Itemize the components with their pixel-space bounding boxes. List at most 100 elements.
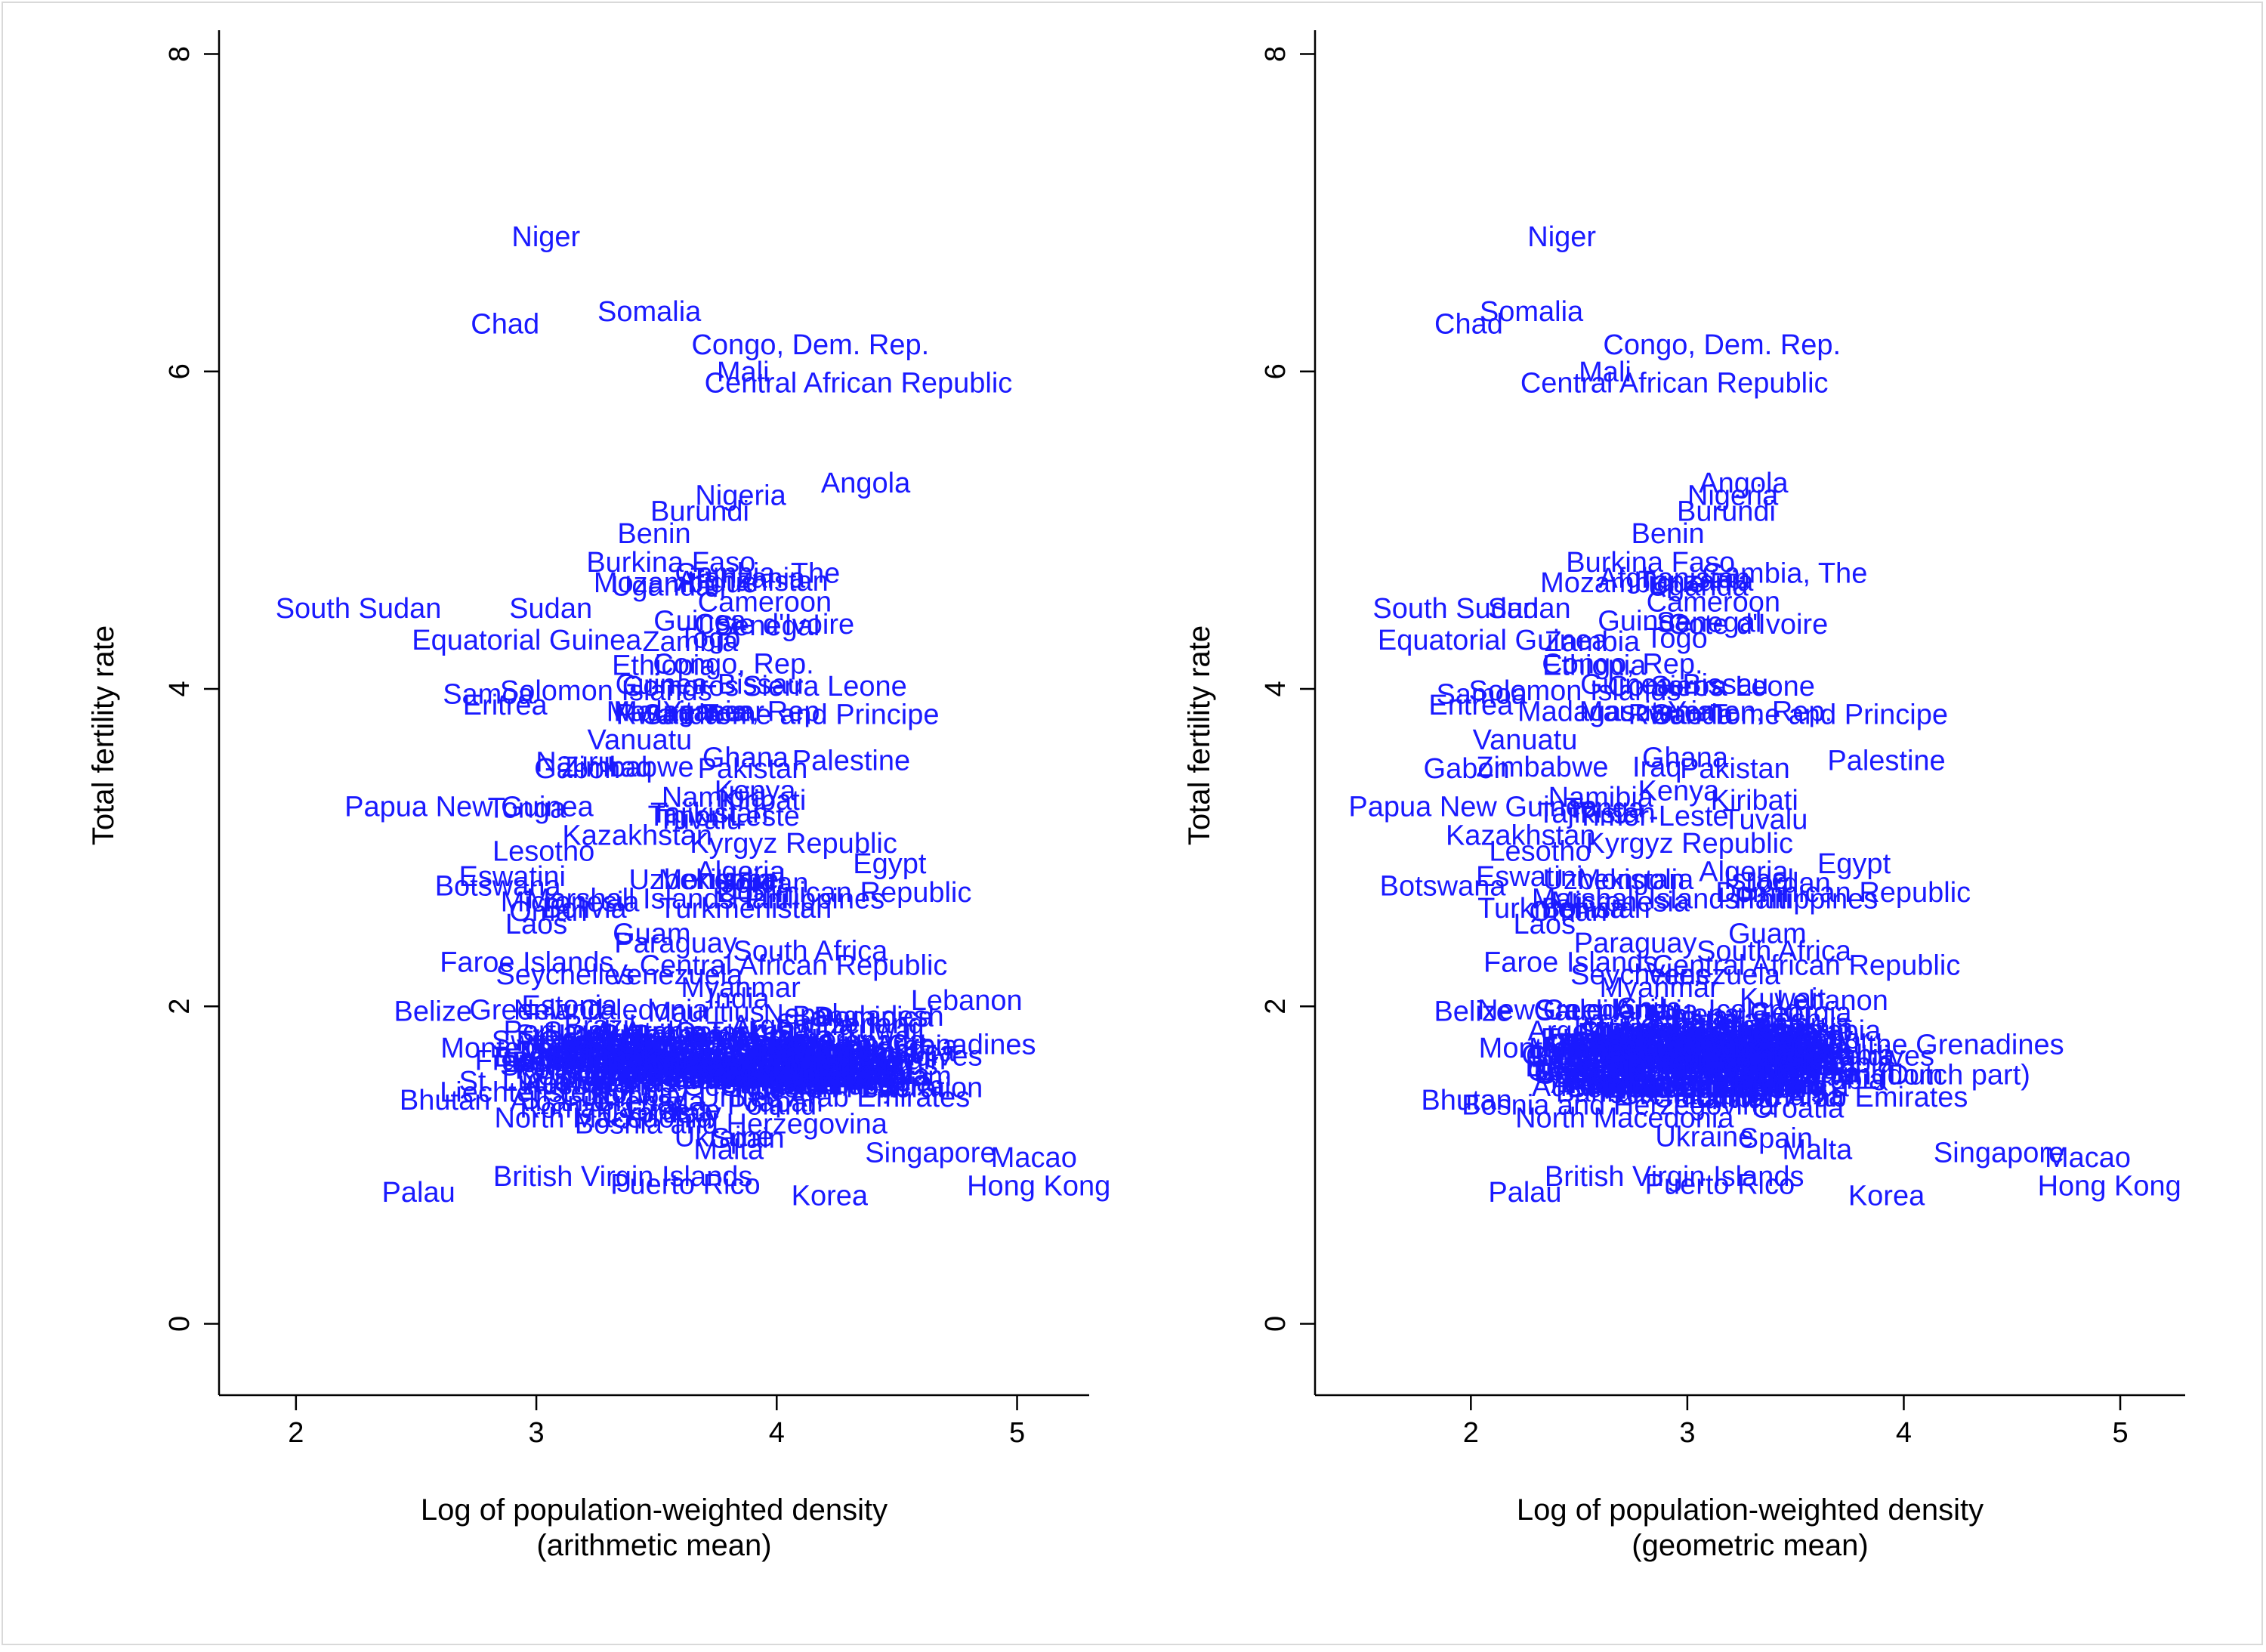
point-label: Macao [2045,1142,2131,1174]
point-label: Kyrgyz Republic [690,828,897,860]
point-label: Sri Lanka [516,1019,638,1051]
point-label: Liechtenstein [440,1077,609,1109]
point-label: Ecuador [1763,1024,1870,1055]
point-label: Bosnia and Herzegovina [575,1109,888,1141]
y-tick-label: 0 [164,1316,196,1332]
point-label: South Africa [733,936,888,968]
point-label: Curacao [1620,1048,1729,1079]
point-label: Albania [737,1052,834,1084]
point-label: Sweden [1534,1058,1638,1090]
point-label: Albania [1589,1020,1686,1051]
point-label: Fiji [861,1073,898,1104]
point-label: Canada [643,1051,744,1082]
point-label: Switzerland [690,1045,838,1077]
point-label: Lesotho [492,835,594,867]
point-label: South Sudan [1372,593,1539,625]
point-label: Australia [1532,1071,1644,1103]
point-label: Netherlands [521,1067,676,1099]
point-label: Papua New Guinea [1348,791,1598,823]
point-label: Ecuador [1606,1067,1713,1098]
point-label: Belgium [1530,1042,1634,1074]
point-label: Barbados [571,1033,694,1065]
point-label: Slovenia [1705,1069,1816,1101]
point-label: Faroe Islands [440,946,613,978]
x-axis-title: Log of population-weighted density [1517,1493,1984,1527]
point-label: Tonga [488,793,566,825]
point-label: Thailand [539,1044,650,1076]
point-label: Indonesia [1725,1033,1851,1064]
point-label: Eritrea [463,690,548,721]
point-label: Israel [1724,864,1794,896]
point-label: Aruba [733,1015,810,1047]
point-label: Namibia [662,782,767,814]
point-label: Iran [1629,1056,1678,1088]
point-label: Ukraine [675,1122,773,1153]
point-label: Estonia [522,990,619,1022]
point-label: Barbados [494,1042,617,1073]
point-label: Guam [1728,919,1806,950]
point-label: Saudi Arabia [795,1030,959,1062]
point-label: Niger [511,221,580,253]
point-label: Kazakhstan [562,820,712,851]
point-label: Lebanon [1777,985,1888,1017]
point-label: Hungary [772,1054,881,1085]
point-label: Bangladesh [792,1001,944,1033]
point-label: Uruguay [1634,1001,1743,1033]
point-label: Lithuania [1536,1040,1653,1072]
point-label: Kenya [715,775,797,807]
point-label: Grenada [772,1046,884,1078]
point-label: Estonia [1733,1070,1829,1102]
point-label: Moldova [1696,1024,1805,1055]
point-label: Mauritania [613,696,748,727]
point-label: Belgium [1567,1073,1671,1104]
point-label: Solomon Islands [1468,675,1681,707]
point-label: Peru [1721,1053,1782,1085]
point-label: United Arab Emirates [699,1082,970,1113]
point-label: Curacao [1674,1072,1783,1104]
point-label: Comoros [622,671,739,702]
point-label: Micronesia [501,887,641,919]
x-tick-label: 5 [1009,1417,1025,1449]
point-label: Benin [1632,518,1705,550]
point-label: Senegal [1656,607,1761,639]
point-label: Chile [771,1024,837,1056]
point-label: Iran [1771,1069,1820,1101]
x-tick-label: 3 [1679,1417,1695,1449]
point-label: Belize [1434,996,1512,1028]
point-label: Zimbabwe [1476,752,1608,783]
point-label: Saudi Arabia [1730,1048,1894,1079]
y-tick-label: 6 [164,363,196,379]
point-label: Dominica [813,1002,934,1033]
point-label: Finland [516,1026,610,1058]
point-label: Sint Maarten (Dutch part) [1708,1060,2030,1092]
point-label: Jamaica [634,1058,741,1089]
point-label: Togo [1645,623,1707,655]
point-label: Fiji [1578,1017,1615,1049]
point-label: Bahrain [847,1045,946,1076]
point-label: Congo, Rep. [1542,648,1703,680]
point-label: Kenya [1638,775,1721,807]
point-label: Chile [719,1067,785,1099]
point-label: Ireland [807,1061,894,1093]
point-label: Brazil [1558,1029,1630,1061]
point-label: Iceland [749,1036,842,1068]
point-label: Argentina [731,1010,855,1042]
point-label: Moldova [1671,1048,1780,1079]
point-label: Lithuania [605,1027,722,1059]
point-label: Grenada [1607,1055,1720,1086]
point-label: Armenia [723,1067,830,1098]
point-label: Lithuania [665,1061,782,1093]
point-label: Croatia [729,1050,822,1082]
point-label: Saudi Arabia [1640,1013,1803,1045]
point-label: Barbados [772,1061,895,1092]
point-label: Melanesia [1529,1033,1660,1064]
point-label: Dominican Republic [716,877,971,909]
point-label: Luxembourg [1651,1040,1811,1072]
point-label: Yemen, Rep. [1668,696,1832,727]
panel-1: 0 2 4 6 8 2 3 4 5 Total fertility rate Log of popu… [87,30,1110,1562]
point-label: Argentina [1598,1017,1721,1049]
point-label: Colombia [560,1080,681,1112]
point-label: Bahrain [1760,1058,1859,1089]
point-label: Afghanistan [677,566,829,597]
point-label: Hungary [1718,1068,1826,1100]
